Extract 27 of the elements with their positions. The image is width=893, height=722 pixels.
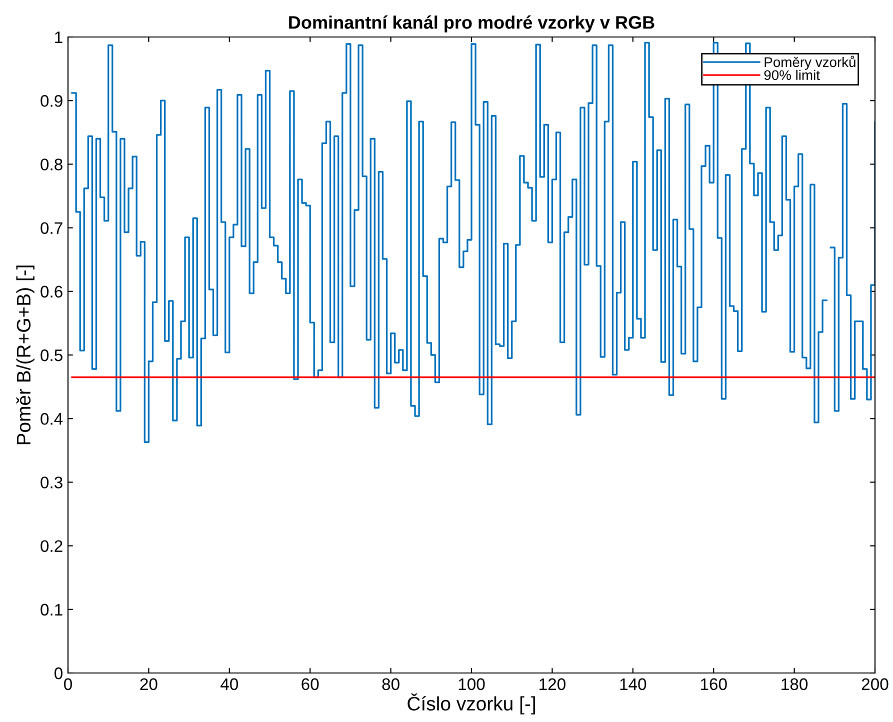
x-tick-label: 140 [620, 678, 646, 690]
legend-label: Poměry vzorků [764, 56, 856, 70]
x-tick-label: 80 [382, 678, 400, 690]
y-tick-label: 0.9 [40, 95, 62, 107]
x-tick-label: 20 [140, 678, 158, 690]
x-axis-title: Číslo vzorku [-] [408, 693, 535, 714]
x-tick-label: 60 [302, 678, 319, 690]
x-tick-label: 100 [458, 678, 485, 690]
y-tick-label: 0.6 [40, 286, 62, 298]
x-tick-label: 40 [220, 678, 238, 690]
chart-title: Dominantní kanál pro modré vzorky v RGB [289, 15, 654, 32]
y-tick-label: 0.8 [40, 158, 62, 170]
y-tick-label: 0.4 [40, 413, 63, 425]
y-tick-label: 1 [55, 32, 62, 44]
x-tick-label: 120 [540, 678, 566, 690]
x-tick-label: 200 [862, 678, 888, 690]
y-tick-label: 0.2 [40, 540, 62, 552]
y-tick-label: 0 [54, 667, 62, 680]
legend-label: 90% limit [764, 70, 820, 80]
x-tick-label: 0 [64, 678, 72, 690]
y-tick-label: 0.3 [40, 476, 62, 488]
y-axis-title: Poměr B/(R+G+B) [-] [16, 266, 34, 444]
x-tick-label: 160 [700, 678, 727, 690]
y-tick-label: 0.5 [40, 349, 62, 362]
y-tick-label: 0.1 [40, 604, 62, 616]
x-tick-label: 180 [782, 678, 808, 690]
y-tick-label: 0.7 [40, 222, 62, 234]
